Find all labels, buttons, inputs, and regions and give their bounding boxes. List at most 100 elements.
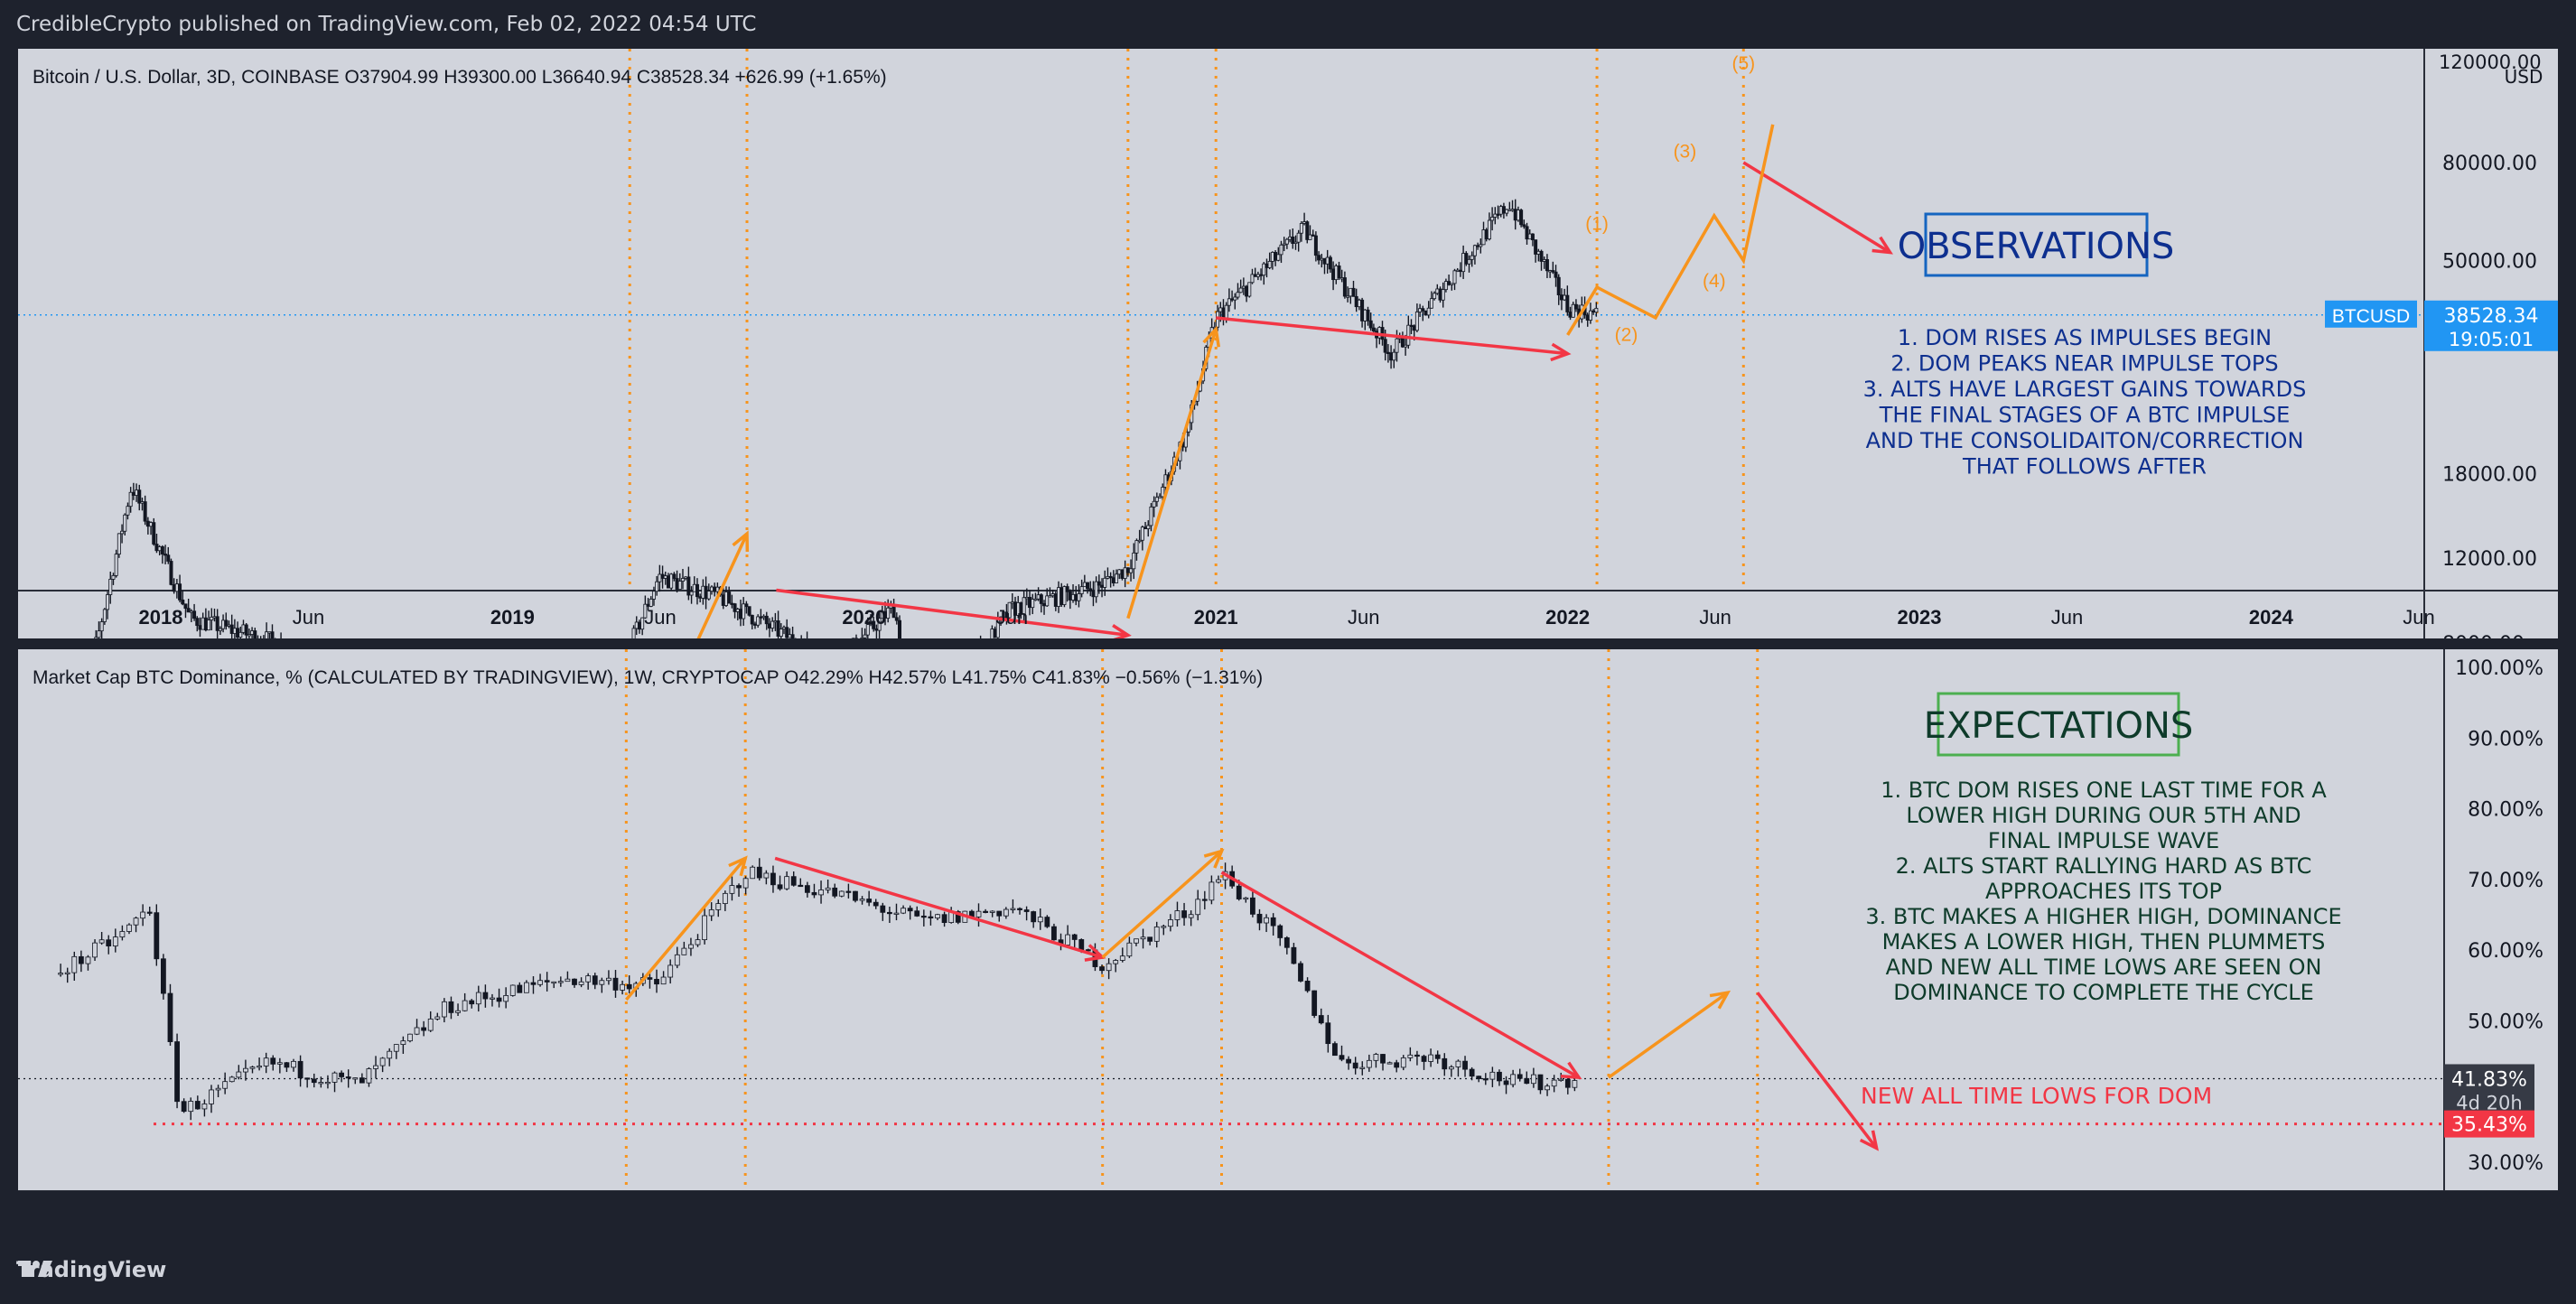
price-candle [1429,298,1433,309]
price-candle [669,573,674,589]
dominance-candle [647,977,653,980]
dominance-candle [407,1033,413,1042]
price-candle [111,574,116,580]
price-candle [1053,593,1058,607]
dominance-candle [1078,939,1085,951]
dominance-candle [249,1066,256,1069]
dominance-candle [1537,1074,1544,1091]
price-candle [735,609,740,612]
dominance-candle [345,1076,351,1079]
price-candle [1505,209,1509,214]
dominance-candle [98,939,105,944]
price-candle [1071,593,1076,601]
price-candle [1392,351,1396,361]
price-candle [1426,307,1431,316]
btc-dominance-chart[interactable]: EXPECTATIONS 1. BTC DOM RISES ONE LAST TI… [18,649,2558,1191]
price-candle [1320,257,1324,261]
price-candle [773,620,778,623]
dominance-candle [434,1016,441,1020]
price-candle [1438,288,1442,301]
expectations-title: EXPECTATIONS [1924,705,2194,747]
time-axis-tick: 2024 [2249,606,2294,629]
price-candle [189,610,193,613]
price-candle [128,491,133,508]
price-candle [1389,352,1394,361]
dominance-candle [688,944,694,949]
dominance-candle [955,911,961,923]
dominance-candle [708,909,714,917]
price-candle [250,630,255,635]
dominance-candle [469,1000,475,1005]
price-candle [1250,274,1255,284]
dominance-candle [880,905,886,913]
dominance-candle [1099,966,1105,972]
dominance-candle [667,964,674,978]
price-candle [1094,581,1098,598]
projection-arrow-head [1871,236,1893,255]
price-candle [675,578,679,590]
price-candle [1559,294,1563,301]
dominance-candle [1216,879,1221,883]
dominance-candle [838,890,845,897]
price-candle [212,616,217,619]
price-candle [767,623,771,629]
price-candle [788,634,792,638]
price-candle [1120,569,1125,579]
dominance-candle [222,1081,229,1089]
dominance-candle [414,1027,420,1035]
dominance-candle [297,1060,303,1079]
dominance-candle [832,887,838,897]
price-candle [1513,209,1517,221]
price-candle [761,615,766,619]
tradingview-logo[interactable]: TradingView [16,1257,166,1282]
dominance-candle [1352,1062,1358,1069]
price-candle [1161,487,1165,498]
dominance-candle [1291,946,1297,964]
btc-dominance-pane[interactable]: EXPECTATIONS 1. BTC DOM RISES ONE LAST TI… [18,649,2558,1191]
dominance-candle [1462,1060,1468,1070]
dominance-candle [1503,1080,1509,1085]
price-candle [1530,233,1535,240]
price-candle [1233,296,1237,301]
btc-price-pane[interactable]: (1) (2) (3) (4) (5) OBSERVATIONS 1. DOM RISES … [18,49,2558,638]
price-candle [1563,294,1567,301]
all-time-low-note: NEW ALL TIME LOWS FOR DOM [1861,1083,2212,1109]
price-axis-tick: 120000.00 [2439,51,2542,73]
time-axis-tick: Jun [996,606,1028,629]
price-candle [1371,327,1376,332]
price-candle [1007,601,1012,619]
dominance-candle [276,1062,283,1065]
dominance-candle [448,1001,454,1013]
price-candle [1045,595,1050,607]
dominance-candle [1311,990,1318,1016]
price-candle [1519,210,1524,226]
projection-arrow [1756,992,1878,1150]
dominance-candle [530,982,537,985]
price-candle [152,522,156,545]
price-candle [1368,320,1373,329]
dominance-candle [585,975,592,983]
correction-arrow-head [1560,1061,1582,1080]
price-candle [1536,250,1541,255]
price-candle [1106,575,1110,579]
price-candle [218,628,222,631]
dominance-candle [284,1062,290,1068]
price-candle [637,621,641,630]
price-candle [123,514,127,532]
price-candle [663,575,667,579]
price-candle [1057,587,1061,607]
time-axis-tick: 2022 [1545,606,1590,629]
price-candle [1149,506,1153,526]
price-candle [1551,270,1555,273]
price-candle [140,501,145,504]
btc-price-chart[interactable]: (1) (2) (3) (4) (5) OBSERVATIONS 1. DOM RISES … [18,49,2558,638]
price-candle [178,583,182,601]
price-candle [99,621,104,632]
price-candle [634,621,639,629]
dominance-candle [1359,1066,1366,1069]
dominance-candle [983,910,988,913]
projection-arrow [1742,161,1891,255]
price-candle [149,522,154,527]
expectation-line: APPROACHES ITS TOP [1985,879,2222,904]
publisher-info: CredibleCrypto published on TradingView.… [16,13,757,36]
